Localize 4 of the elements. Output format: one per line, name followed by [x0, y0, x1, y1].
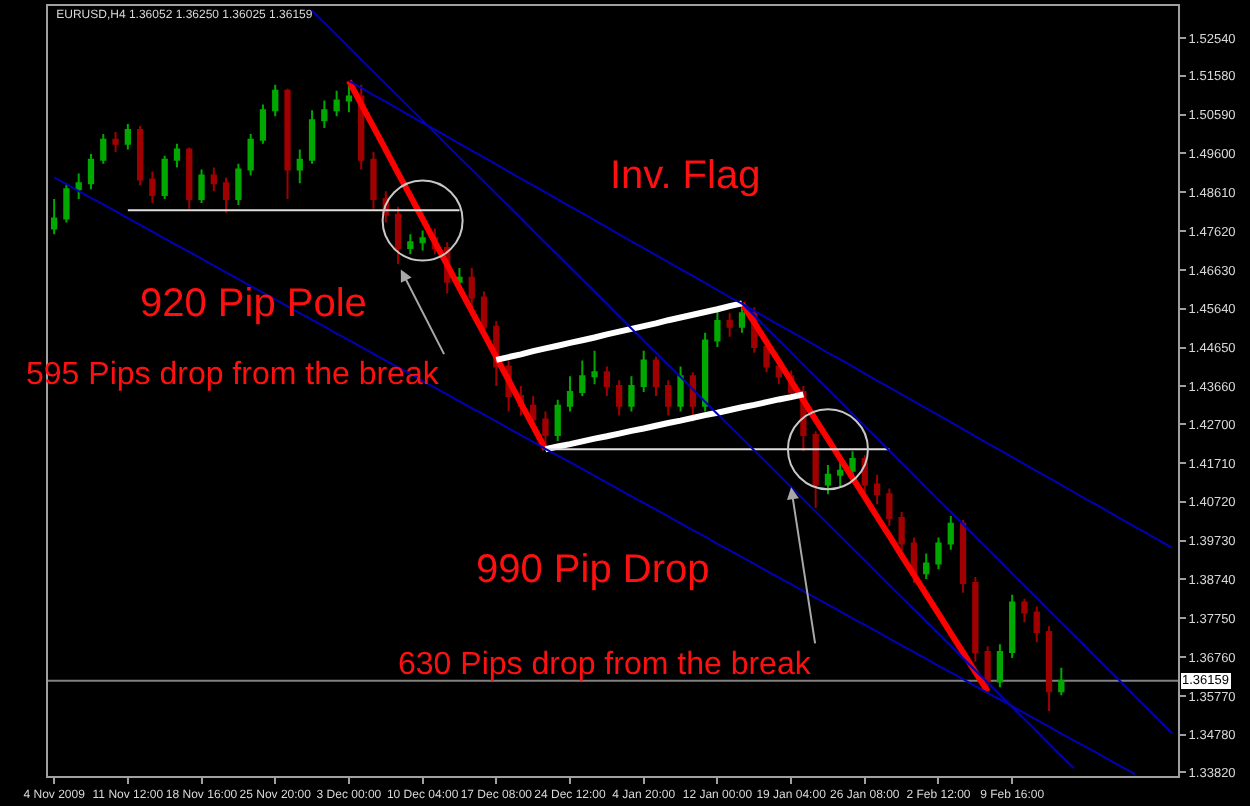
annotation: 920 Pip Pole — [140, 282, 367, 326]
annotation: Inv. Flag — [610, 154, 761, 198]
annotation: 990 Pip Drop — [476, 548, 710, 592]
annotation: 630 Pips drop from the break — [398, 648, 813, 682]
